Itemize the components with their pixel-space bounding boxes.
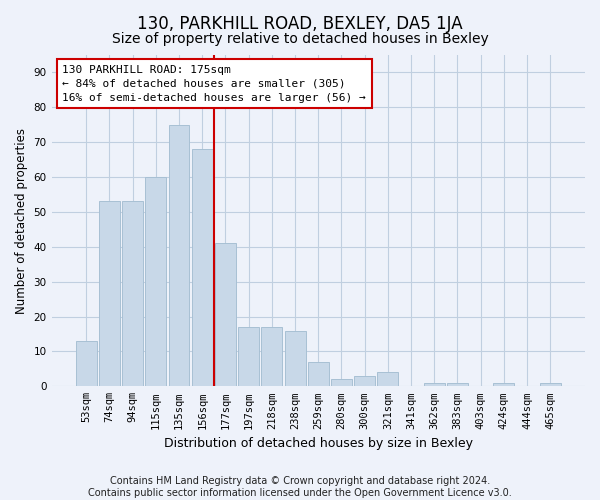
Bar: [308, 362, 329, 386]
Bar: [377, 372, 398, 386]
Bar: [447, 383, 468, 386]
Y-axis label: Number of detached properties: Number of detached properties: [15, 128, 28, 314]
Bar: [493, 383, 514, 386]
Bar: [238, 327, 259, 386]
Bar: [145, 177, 166, 386]
Text: Size of property relative to detached houses in Bexley: Size of property relative to detached ho…: [112, 32, 488, 46]
Text: 130, PARKHILL ROAD, BEXLEY, DA5 1JA: 130, PARKHILL ROAD, BEXLEY, DA5 1JA: [137, 15, 463, 33]
Text: 130 PARKHILL ROAD: 175sqm
← 84% of detached houses are smaller (305)
16% of semi: 130 PARKHILL ROAD: 175sqm ← 84% of detac…: [62, 65, 366, 103]
Bar: [169, 124, 190, 386]
Bar: [122, 202, 143, 386]
Bar: [215, 244, 236, 386]
Bar: [424, 383, 445, 386]
Bar: [99, 202, 120, 386]
Bar: [354, 376, 375, 386]
Bar: [284, 330, 305, 386]
Bar: [331, 380, 352, 386]
X-axis label: Distribution of detached houses by size in Bexley: Distribution of detached houses by size …: [164, 437, 473, 450]
Bar: [76, 341, 97, 386]
Bar: [540, 383, 561, 386]
Text: Contains HM Land Registry data © Crown copyright and database right 2024.
Contai: Contains HM Land Registry data © Crown c…: [88, 476, 512, 498]
Bar: [262, 327, 283, 386]
Bar: [192, 149, 212, 386]
